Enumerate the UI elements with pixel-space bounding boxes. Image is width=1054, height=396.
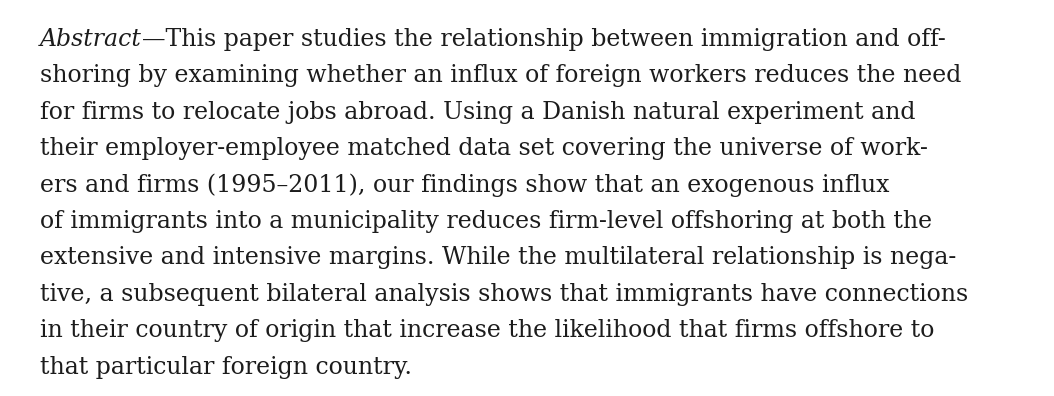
Text: ers and firms (1995–2011), our findings show that an exogenous influx: ers and firms (1995–2011), our findings …	[40, 173, 890, 197]
Text: Abstract: Abstract	[40, 28, 142, 51]
Text: for firms to relocate jobs abroad. Using a Danish natural experiment and: for firms to relocate jobs abroad. Using…	[40, 101, 916, 124]
Text: of immigrants into a municipality reduces firm-level offshoring at both the: of immigrants into a municipality reduce…	[40, 210, 932, 233]
Text: in their country of origin that increase the likelihood that firms offshore to: in their country of origin that increase…	[40, 319, 935, 342]
Text: their employer-employee matched data set covering the universe of work-: their employer-employee matched data set…	[40, 137, 928, 160]
Text: extensive and intensive margins. While the multilateral relationship is nega-: extensive and intensive margins. While t…	[40, 246, 956, 269]
Text: —This paper studies the relationship between immigration and off-: —This paper studies the relationship bet…	[142, 28, 945, 51]
Text: tive, a subsequent bilateral analysis shows that immigrants have connections: tive, a subsequent bilateral analysis sh…	[40, 283, 969, 306]
Text: that particular foreign country.: that particular foreign country.	[40, 356, 412, 379]
Text: shoring by examining whether an influx of foreign workers reduces the need: shoring by examining whether an influx o…	[40, 64, 961, 87]
